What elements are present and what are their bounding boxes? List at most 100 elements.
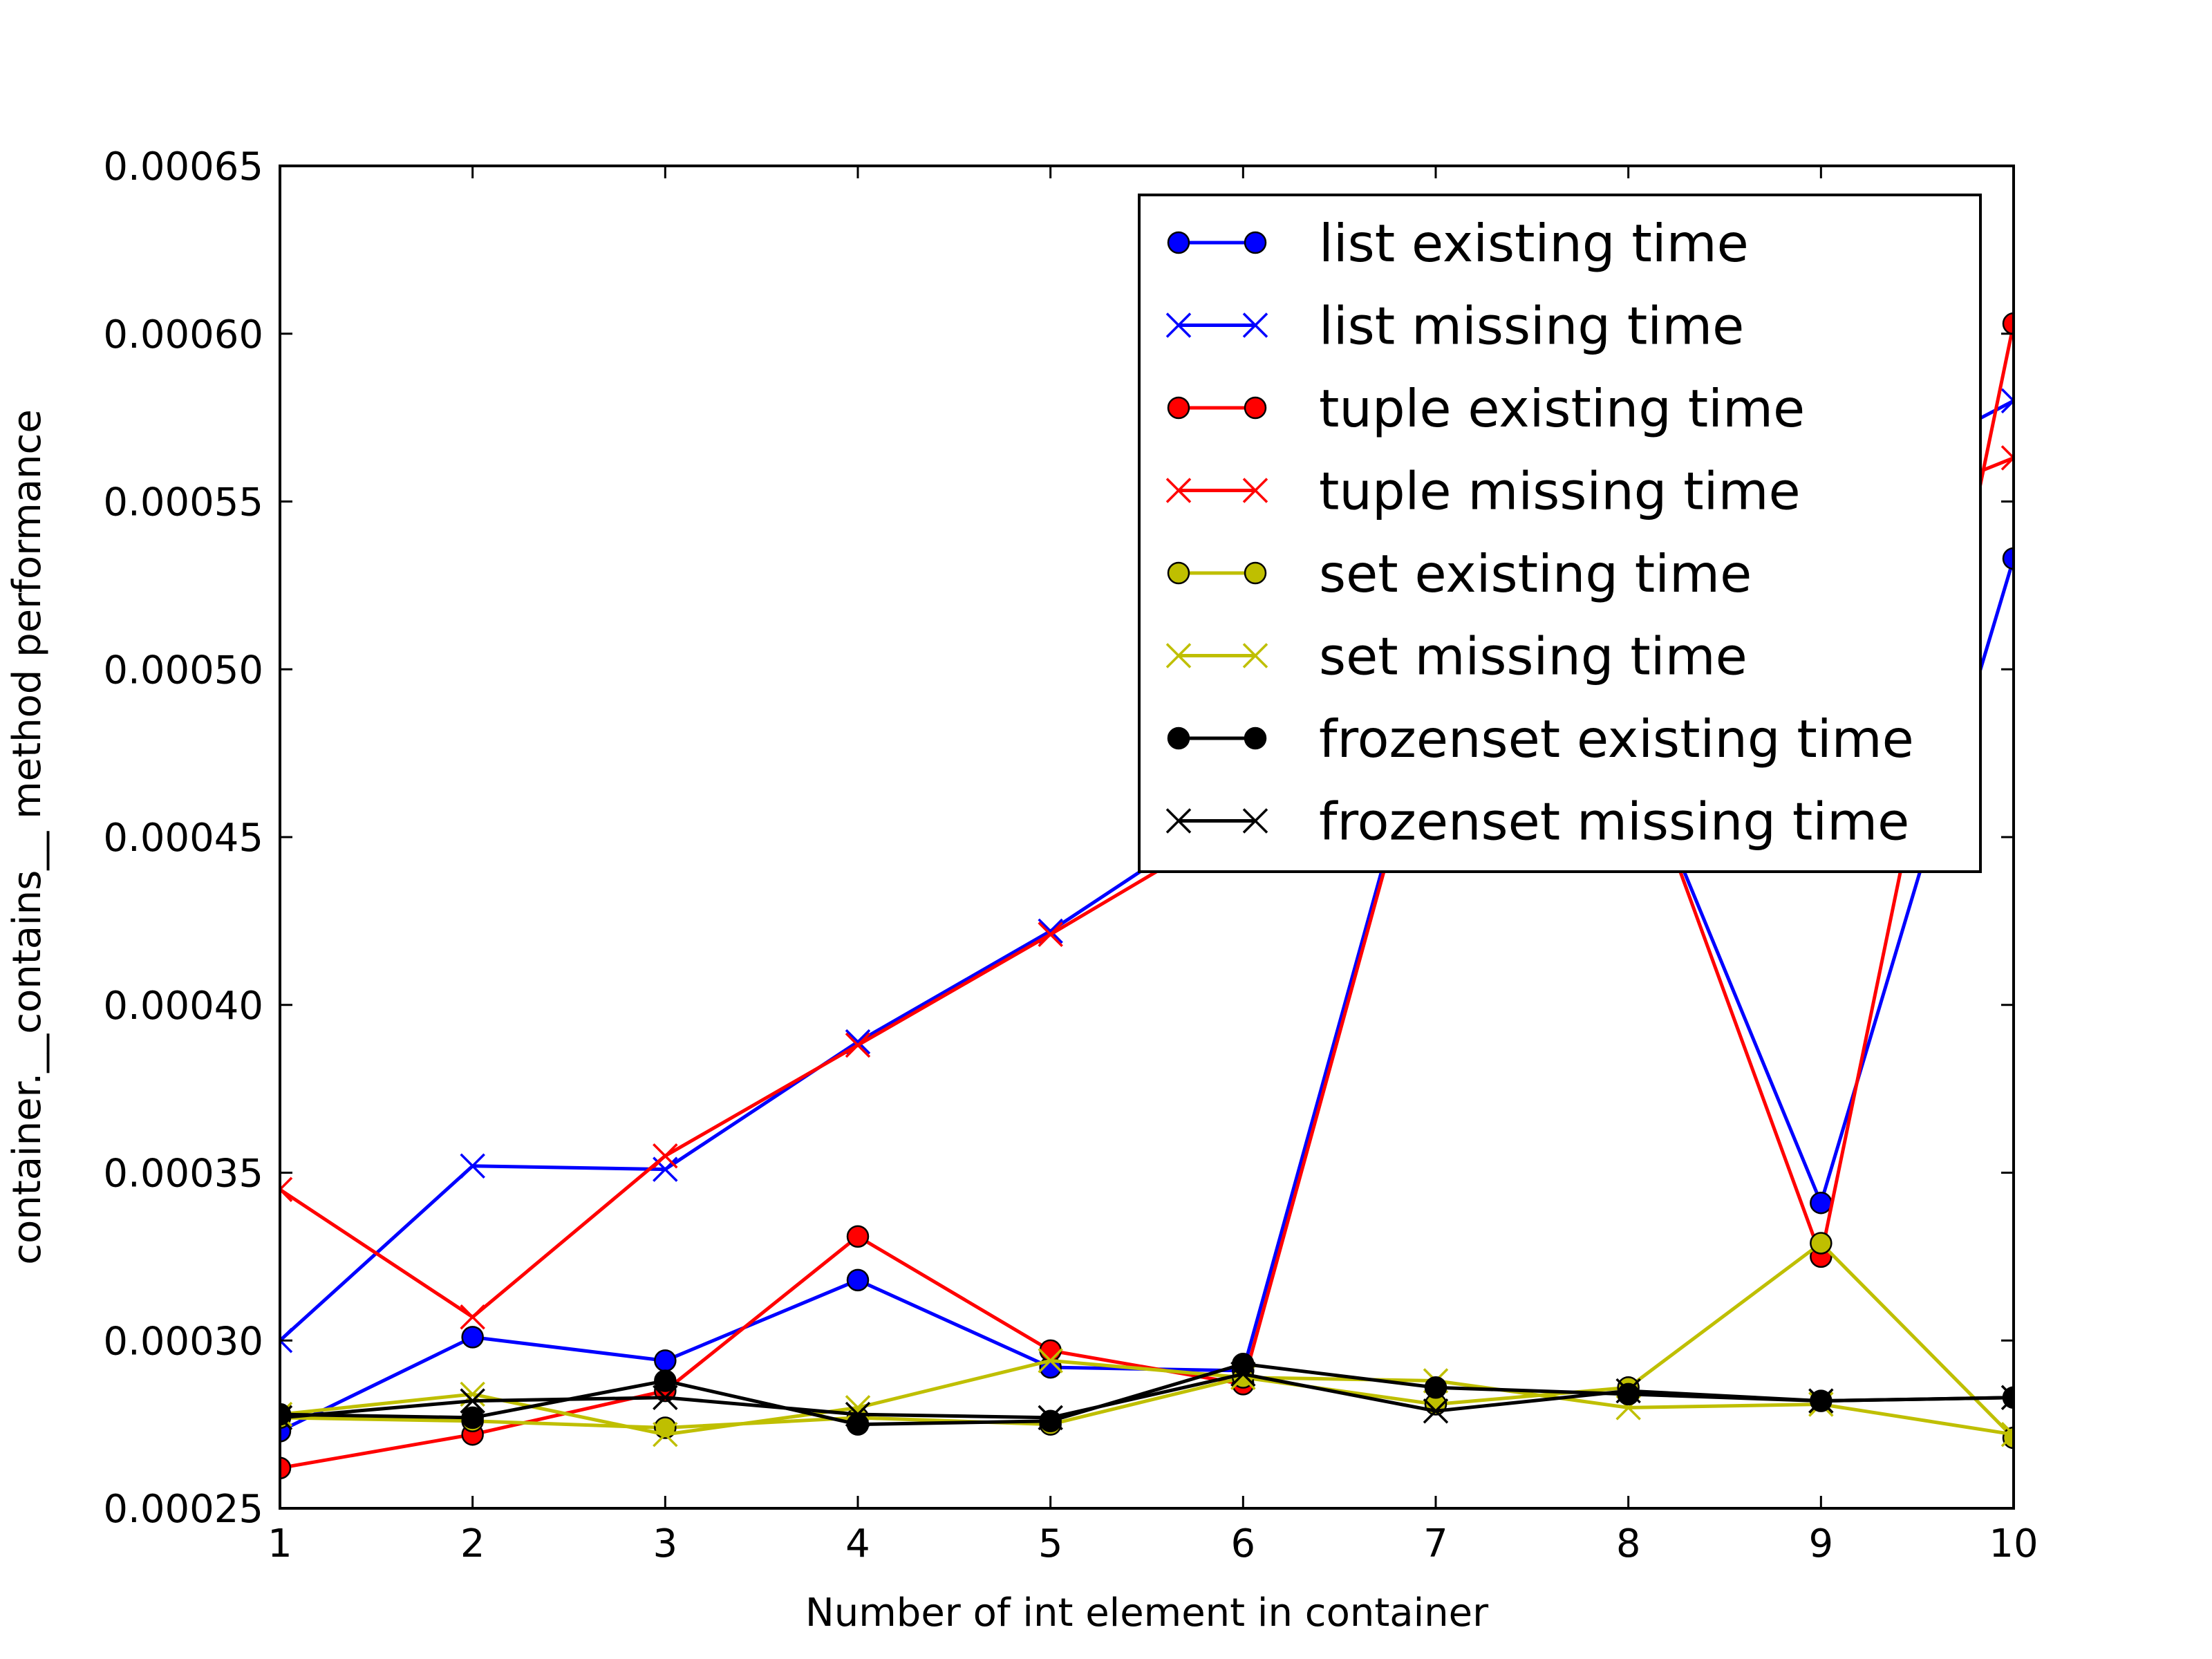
- data-point-x: [2000, 1385, 2014, 1411]
- data-point: [654, 1369, 677, 1392]
- x-marker-stroke: [1165, 312, 1192, 338]
- x-marker-stroke: [2000, 388, 2014, 403]
- x-marker-stroke: [1230, 1361, 1256, 1387]
- y-tick-label: 0.00025: [103, 1487, 263, 1532]
- legend-marker: [1242, 312, 1268, 338]
- x-marker-stroke: [1038, 921, 1063, 948]
- data-point-x: [653, 1421, 678, 1447]
- x-marker-stroke: [845, 1032, 871, 1058]
- legend-item: frozenset missing time: [1165, 791, 1909, 852]
- x-tick-label: 2: [460, 1521, 485, 1566]
- legend-item: frozenset existing time: [1167, 709, 1914, 769]
- x-marker-stroke: [845, 1395, 871, 1421]
- data-point-x: [1230, 1361, 1256, 1387]
- x-marker-stroke: [1242, 808, 1268, 834]
- x-marker-stroke: [280, 1338, 293, 1353]
- x-tick-label: 6: [1231, 1521, 1256, 1566]
- x-marker-stroke: [2000, 1396, 2014, 1411]
- legend-marker: [1244, 561, 1267, 585]
- x-marker-stroke: [1615, 1378, 1641, 1404]
- legend-marker: [1167, 727, 1190, 750]
- data-point-x: [1038, 1348, 1063, 1374]
- x-tick-label: 3: [653, 1521, 678, 1566]
- x-marker-stroke: [1423, 1398, 1449, 1424]
- x-marker-stroke: [845, 1401, 871, 1427]
- x-marker-stroke: [2000, 456, 2014, 471]
- data-point-x: [1038, 921, 1063, 948]
- data-point-x: [653, 1143, 678, 1169]
- data-point-x: [1615, 1378, 1641, 1404]
- x-marker-stroke: [280, 1328, 293, 1342]
- data-point-x: [1038, 1405, 1063, 1431]
- legend-marker: [1165, 808, 1192, 834]
- x-axis-label: Number of int element in container: [805, 1591, 1489, 1635]
- data-point: [1039, 1409, 1062, 1433]
- x-marker-stroke: [1165, 643, 1192, 668]
- x-marker-stroke: [1242, 643, 1268, 668]
- data-point-x: [2000, 445, 2014, 471]
- data-point: [1039, 1339, 1062, 1362]
- data-point-x: [280, 1405, 293, 1431]
- legend-label: tuple missing time: [1319, 461, 1801, 522]
- x-marker-stroke: [2000, 399, 2014, 414]
- y-tick-label: 0.00040: [103, 984, 263, 1029]
- legend-label: set missing time: [1319, 626, 1747, 687]
- y-tick-label: 0.00030: [103, 1319, 263, 1364]
- x-marker-stroke: [2000, 1385, 2014, 1400]
- data-point: [1232, 1352, 1255, 1376]
- data-point: [461, 1326, 484, 1349]
- y-tick-label: 0.00065: [103, 144, 263, 189]
- legend-marker: [1167, 396, 1190, 420]
- y-tick-label: 0.00045: [103, 816, 263, 861]
- x-tick-label: 10: [1989, 1521, 2038, 1566]
- legend-item: set missing time: [1165, 626, 1747, 687]
- legend-label: tuple existing time: [1319, 378, 1805, 439]
- legend-item: tuple missing time: [1165, 461, 1801, 522]
- x-marker-stroke: [1165, 808, 1192, 834]
- x-marker-stroke: [1038, 1405, 1063, 1431]
- x-marker-stroke: [280, 1177, 293, 1192]
- x-tick-label: 8: [1616, 1521, 1641, 1566]
- data-point: [1810, 1191, 1833, 1215]
- legend-item: set existing time: [1167, 543, 1752, 604]
- legend-marker: [1244, 396, 1267, 420]
- x-marker-stroke: [1242, 478, 1268, 503]
- legend-item: list missing time: [1165, 296, 1744, 357]
- legend-marker: [1165, 643, 1192, 668]
- series-line: [280, 1241, 2014, 1439]
- data-point: [1810, 1232, 1833, 1255]
- legend-label: list existing time: [1319, 213, 1749, 274]
- y-tick-label: 0.00035: [103, 1152, 263, 1197]
- legend-marker: [1165, 478, 1192, 503]
- data-point: [1424, 1376, 1447, 1399]
- x-marker-stroke: [280, 1188, 293, 1203]
- ticks-layer: 1 2 3 4 5 6 7 8 9 10 0.00025 0.00030 0.00035 0.00040 0…: [103, 144, 2038, 1566]
- data-point-x: [1808, 1388, 1834, 1414]
- data-point-x: [2000, 1421, 2014, 1447]
- legend-marker: [1244, 231, 1267, 254]
- legend-label: set existing time: [1319, 543, 1752, 604]
- data-point-x: [1423, 1398, 1449, 1424]
- data-point: [280, 1456, 292, 1479]
- legend-marker: [1244, 727, 1267, 750]
- legend: list existing time list missing time tuple…: [1138, 194, 1982, 873]
- legend-label: list missing time: [1319, 296, 1744, 357]
- x-marker-stroke: [1165, 478, 1192, 503]
- data-point: [461, 1406, 484, 1430]
- legend-label: frozenset missing time: [1319, 791, 1909, 852]
- legend-marker: [1167, 231, 1190, 254]
- y-tick-label: 0.00050: [103, 648, 263, 693]
- data-point-x: [280, 1177, 293, 1203]
- data-point-x: [653, 1385, 678, 1411]
- data-point-x: [460, 1388, 485, 1414]
- data-point: [1617, 1382, 1640, 1406]
- x-marker-stroke: [460, 1304, 485, 1330]
- data-point-x: [845, 1032, 871, 1058]
- data-point: [846, 1225, 870, 1248]
- x-marker-stroke: [460, 1153, 485, 1179]
- x-marker-stroke: [460, 1388, 485, 1414]
- y-tick-label: 0.00060: [103, 312, 263, 357]
- data-point-x: [2000, 388, 2014, 414]
